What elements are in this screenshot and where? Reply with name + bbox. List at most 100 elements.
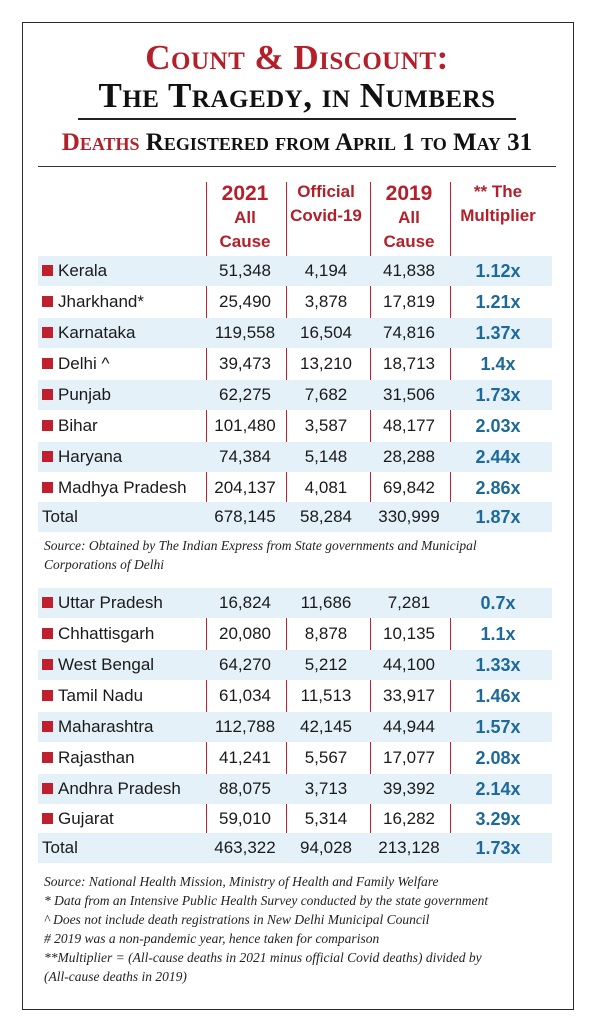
state-name: Maharashtra <box>42 712 210 742</box>
footnote-asterisk: * Data from an Intensive Public Health S… <box>44 893 489 908</box>
column-header-covid-line2: Covid-19 <box>290 206 362 225</box>
subtitle-highlight: Deaths <box>61 129 140 156</box>
table-row: Chhattisgarh 20,080 8,878 10,135 1.1x <box>38 619 552 649</box>
value-2019: 17,819 <box>383 292 435 311</box>
state-marker-icon <box>42 482 53 493</box>
source-note-line: Corporations of Delhi <box>44 557 165 572</box>
column-divider <box>370 182 371 530</box>
footnote-multiplier-cont: (All-cause deaths in 2019) <box>44 969 187 984</box>
value-2019: 7,281 <box>387 593 431 612</box>
value-covid: 5,212 <box>304 655 348 674</box>
state-marker-icon <box>42 813 53 824</box>
state-name: Rajasthan <box>42 743 210 773</box>
table-row: Tamil Nadu 61,034 11,513 33,917 1.46x <box>38 681 552 711</box>
column-header-2019: 2019 All Cause <box>370 182 448 254</box>
value-multiplier: 1.4x <box>480 354 516 374</box>
value-2021: 204,137 <box>214 478 276 497</box>
source-note-line: Source: Obtained by The Indian Express f… <box>44 538 477 553</box>
title-divider <box>78 118 516 120</box>
value-multiplier: 2.03x <box>475 416 521 436</box>
value-multiplier: 0.7x <box>480 593 516 613</box>
value-2021: 39,473 <box>219 354 271 373</box>
value-2019: 33,917 <box>383 686 435 705</box>
column-header-multiplier-line1: ** The <box>473 182 523 201</box>
value-covid: 5,567 <box>304 748 348 767</box>
total-label: Total <box>42 838 78 857</box>
footnote-hash: # 2019 was a non-pandemic year, hence ta… <box>44 931 380 946</box>
table-row: Rajasthan 41,241 5,567 17,077 2.08x <box>38 743 552 773</box>
value-multiplier: 1.73x <box>475 385 521 405</box>
table-row: Gujarat 59,010 5,314 16,282 3.29x <box>38 804 552 834</box>
footnote-multiplier: **Multiplier = (All-cause deaths in 2021… <box>44 950 482 965</box>
value-multiplier: 1.37x <box>475 323 521 343</box>
column-header-2021-year: 2021 <box>221 182 269 205</box>
column-header-covid-line1: Official <box>297 182 355 201</box>
value-2019: 41,838 <box>383 261 435 280</box>
table-row: Uttar Pradesh 16,824 11,686 7,281 0.7x <box>38 588 552 618</box>
column-header-2021: 2021 All Cause <box>206 182 284 254</box>
value-2019: 28,288 <box>383 447 435 466</box>
value-covid: 13,210 <box>300 354 352 373</box>
column-divider <box>206 182 207 530</box>
value-2019: 74,816 <box>383 323 435 342</box>
state-name: West Bengal <box>42 650 210 680</box>
table-row: Bihar 101,480 3,587 48,177 2.03x <box>38 411 552 441</box>
value-2021: 20,080 <box>219 624 271 643</box>
state-marker-icon <box>42 389 53 400</box>
state-name: Punjab <box>42 380 210 410</box>
value-multiplier: 2.44x <box>475 447 521 467</box>
state-name: Tamil Nadu <box>42 681 210 711</box>
total-2019: 213,128 <box>378 838 440 857</box>
value-2021: 112,788 <box>214 717 276 736</box>
total-covid: 58,284 <box>300 507 352 526</box>
value-covid: 3,587 <box>304 416 348 435</box>
value-covid: 3,713 <box>304 779 348 798</box>
state-name: Madhya Pradesh <box>42 473 210 503</box>
value-multiplier: 1.33x <box>475 655 521 675</box>
state-marker-icon <box>42 690 53 701</box>
state-name: Gujarat <box>42 804 210 834</box>
value-2019: 48,177 <box>383 416 435 435</box>
state-marker-icon <box>42 752 53 763</box>
column-header-2021-cause: Cause <box>219 232 271 251</box>
value-covid: 11,513 <box>300 686 352 705</box>
table-row: Maharashtra 112,788 42,145 44,944 1.57x <box>38 712 552 742</box>
value-multiplier: 3.29x <box>475 809 521 829</box>
column-header-2021-all: All <box>234 208 256 227</box>
source-note-1: Source: Obtained by The Indian Express f… <box>44 536 554 574</box>
subtitle: Deaths Registered from April 1 to May 31 <box>0 127 594 159</box>
value-multiplier: 1.12x <box>475 261 521 281</box>
table-row: Karnataka 119,558 16,504 74,816 1.37x <box>38 318 552 348</box>
state-name: Karnataka <box>42 318 210 348</box>
value-covid: 7,682 <box>304 385 348 404</box>
value-covid: 5,148 <box>304 447 348 466</box>
value-covid: 42,145 <box>300 717 352 736</box>
state-marker-icon <box>42 327 53 338</box>
state-marker-icon <box>42 420 53 431</box>
value-multiplier: 2.08x <box>475 748 521 768</box>
value-covid: 5,314 <box>304 809 348 828</box>
value-2019: 44,100 <box>383 655 435 674</box>
table-row: Haryana 74,384 5,148 28,288 2.44x <box>38 442 552 472</box>
state-name: Uttar Pradesh <box>42 588 210 618</box>
value-multiplier: 1.21x <box>475 292 521 312</box>
column-header-multiplier-line2: Multiplier <box>460 206 536 225</box>
state-name: Jharkhand* <box>42 287 210 317</box>
state-name: Haryana <box>42 442 210 472</box>
value-2021: 101,480 <box>214 416 276 435</box>
total-multiplier: 1.73x <box>475 838 521 858</box>
value-covid: 4,194 <box>304 261 348 280</box>
state-marker-icon <box>42 659 53 670</box>
value-2021: 59,010 <box>219 809 271 828</box>
table-row: Delhi ^ 39,473 13,210 18,713 1.4x <box>38 349 552 379</box>
value-2021: 51,348 <box>219 261 271 280</box>
state-name: Bihar <box>42 411 210 441</box>
column-header-2019-all: All <box>398 208 420 227</box>
value-2021: 119,558 <box>214 323 276 342</box>
value-2021: 61,034 <box>219 686 271 705</box>
state-marker-icon <box>42 783 53 794</box>
table-row: Punjab 62,275 7,682 31,506 1.73x <box>38 380 552 410</box>
value-2021: 25,490 <box>219 292 271 311</box>
total-covid: 94,028 <box>300 838 352 857</box>
total-label: Total <box>42 507 78 526</box>
